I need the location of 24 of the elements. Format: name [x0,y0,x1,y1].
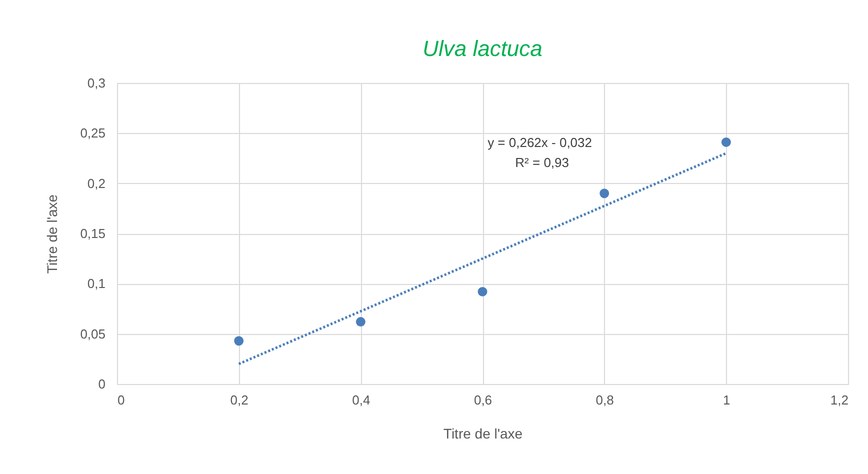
y-tick-label: 0,3 [87,76,106,90]
y-tick-label: 0 [98,376,106,392]
y-tick-label: 0,2 [87,176,106,191]
y-axis-title: Titre de l'axe [44,194,60,274]
x-tick-label: 1 [723,392,730,408]
x-tick-label: 0 [118,392,125,408]
y-tick-label: 0,1 [87,276,106,292]
point [721,137,731,147]
annotation: R² = 0,93 [515,155,569,170]
point [356,317,366,327]
y-tick-label: 0,25 [80,126,106,141]
x-tick-label: 0,8 [596,392,614,408]
chart-title: Ulva lactuca [422,36,542,61]
x-tick-label: 0,2 [230,392,248,408]
annotation: y = 0,262x - 0,032 [488,135,592,150]
y-tick-label: 0,05 [80,326,106,342]
x-tick-label: 1,2 [830,392,848,408]
point [234,336,244,346]
x-tick-label: 0,6 [474,392,492,408]
point [478,286,488,296]
x-axis-title: Titre de l'axe [443,426,523,442]
point [600,188,610,198]
y-tick-label: 0,15 [80,226,106,241]
x-tick-label: 0,4 [352,392,370,408]
